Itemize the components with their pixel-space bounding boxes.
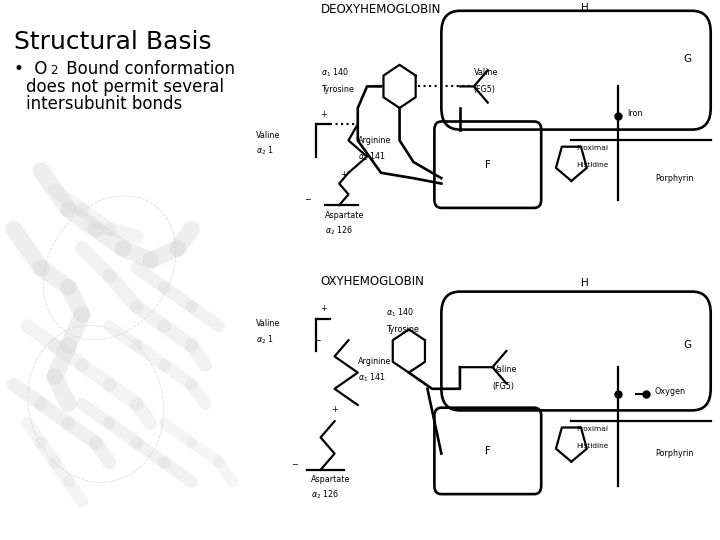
Text: $\alpha_1$ 140: $\alpha_1$ 140 <box>386 307 414 320</box>
Text: Tyrosine: Tyrosine <box>320 85 354 93</box>
Text: $\alpha_2$ 126: $\alpha_2$ 126 <box>311 489 340 501</box>
Text: Porphyrin: Porphyrin <box>655 174 693 183</box>
Text: Aspartate: Aspartate <box>325 211 364 220</box>
Text: OXYHEMOGLOBIN: OXYHEMOGLOBIN <box>320 275 425 288</box>
Text: H: H <box>582 278 589 288</box>
Text: −: − <box>314 336 320 345</box>
Text: DEOXYHEMOGLOBIN: DEOXYHEMOGLOBIN <box>320 3 441 16</box>
Text: F: F <box>485 160 491 170</box>
Text: Valine: Valine <box>492 366 517 374</box>
Text: (FG5): (FG5) <box>474 85 496 93</box>
Text: $\alpha_1$ 141: $\alpha_1$ 141 <box>358 372 386 384</box>
Text: Bound conformation: Bound conformation <box>61 60 235 78</box>
Text: −: − <box>305 195 311 204</box>
Text: 2: 2 <box>50 64 58 77</box>
Text: Arginine: Arginine <box>358 357 391 366</box>
Text: Histidine: Histidine <box>576 162 608 168</box>
Text: Aspartate: Aspartate <box>311 475 351 484</box>
Text: Iron: Iron <box>627 109 643 118</box>
Text: Valine: Valine <box>256 131 280 139</box>
Text: $\alpha_1$ 141: $\alpha_1$ 141 <box>358 150 386 163</box>
Text: $\alpha_2$ 126: $\alpha_2$ 126 <box>325 224 354 237</box>
Text: F: F <box>485 446 491 456</box>
Text: does not permit several: does not permit several <box>26 78 224 96</box>
Text: $\alpha_2$ 1: $\alpha_2$ 1 <box>256 145 274 158</box>
Text: +: + <box>320 110 328 119</box>
Text: +: + <box>341 170 347 179</box>
Text: Valine: Valine <box>256 320 280 328</box>
Text: Tyrosine: Tyrosine <box>386 325 418 334</box>
Text: H: H <box>582 3 589 13</box>
Text: $\alpha_2$ 1: $\alpha_2$ 1 <box>256 334 274 347</box>
Text: Structural Basis: Structural Basis <box>14 30 212 54</box>
Text: $\alpha_1$ 140: $\alpha_1$ 140 <box>320 66 349 79</box>
Text: Oxygen: Oxygen <box>655 387 686 396</box>
Text: (FG5): (FG5) <box>492 382 515 390</box>
Text: G: G <box>683 54 691 64</box>
Text: +: + <box>331 405 338 414</box>
Text: G: G <box>683 340 691 350</box>
Text: Proximal: Proximal <box>576 145 608 151</box>
Text: Porphyrin: Porphyrin <box>655 449 693 458</box>
Text: Proximal: Proximal <box>576 426 608 432</box>
Text: −: − <box>291 460 297 469</box>
Text: Histidine: Histidine <box>576 443 608 449</box>
Text: •  O: • O <box>14 60 48 78</box>
Text: intersubunit bonds: intersubunit bonds <box>26 95 182 113</box>
Text: +: + <box>320 304 328 313</box>
Text: Valine: Valine <box>474 69 498 77</box>
Text: Arginine: Arginine <box>358 136 391 145</box>
